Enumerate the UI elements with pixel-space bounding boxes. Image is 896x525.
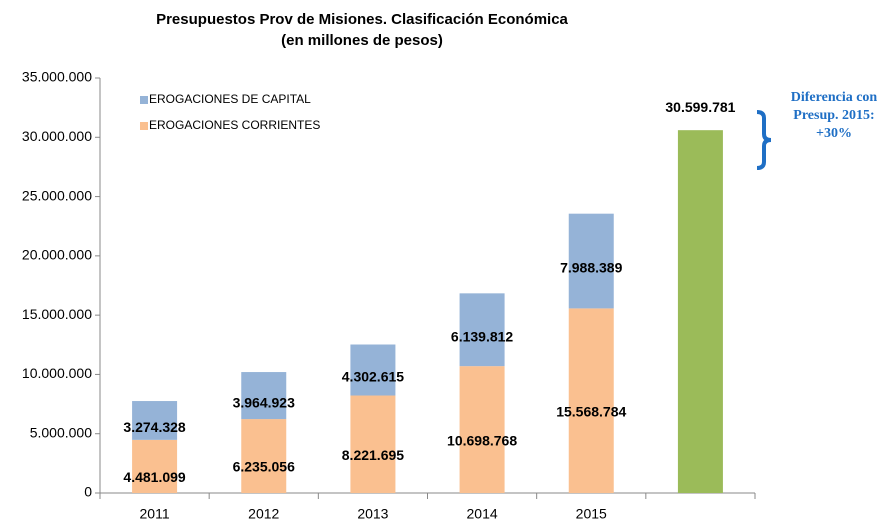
value-label: 8.221.695 — [342, 447, 404, 463]
bar-segment — [459, 293, 505, 367]
bar-segment — [677, 130, 723, 494]
bar-segment — [350, 344, 396, 396]
bar-segment — [459, 366, 505, 493]
y-tick-label: 30.000.000 — [22, 128, 92, 144]
x-tick-label: 2012 — [248, 506, 279, 522]
x-tick-label: 2015 — [576, 506, 607, 522]
value-label: 30.599.781 — [665, 99, 735, 115]
value-label: 6.139.812 — [451, 328, 513, 344]
bar-segment — [568, 213, 614, 309]
x-tick-label: 2014 — [467, 506, 498, 522]
value-label: 6.235.056 — [233, 459, 295, 475]
bar-segment — [350, 395, 396, 493]
y-tick-label: 25.000.000 — [22, 187, 92, 203]
y-tick-label: 15.000.000 — [22, 306, 92, 322]
value-label: 3.964.923 — [233, 394, 295, 410]
y-tick-label: 0 — [84, 484, 92, 500]
value-label: 4.302.615 — [342, 369, 404, 385]
bar-segment — [568, 308, 614, 493]
annotation: +30% — [816, 126, 852, 141]
legend-swatch — [140, 96, 148, 104]
y-tick-label: 20.000.000 — [22, 247, 92, 263]
x-tick-label: 2013 — [357, 506, 388, 522]
value-label: 10.698.768 — [447, 432, 517, 448]
annotation: Presup. 2015: — [793, 108, 874, 123]
legend-label: EROGACIONES DE CAPITAL — [149, 92, 311, 106]
y-tick-label: 5.000.000 — [30, 424, 92, 440]
chart-subtitle: (en millones de pesos) — [281, 32, 443, 49]
y-tick-label: 10.000.000 — [22, 365, 92, 381]
value-label: 3.274.328 — [123, 419, 185, 435]
y-tick-label: 35.000.000 — [22, 69, 92, 85]
legend-swatch — [140, 122, 148, 130]
annotation: Diferencia con — [791, 90, 878, 105]
chart-title: Presupuestos Prov de Misiones. Clasifica… — [156, 11, 568, 28]
bar-segment — [132, 401, 178, 440]
value-label: 15.568.784 — [556, 403, 626, 419]
bar-segment — [241, 372, 287, 420]
annotation-bracket — [756, 110, 772, 170]
value-label: 7.988.389 — [560, 260, 622, 276]
x-tick-label: 2011 — [140, 506, 170, 522]
bar-segment — [241, 419, 287, 493]
legend-label: EROGACIONES CORRIENTES — [149, 118, 320, 132]
value-label: 4.481.099 — [123, 469, 185, 485]
bar-segment — [132, 439, 178, 493]
